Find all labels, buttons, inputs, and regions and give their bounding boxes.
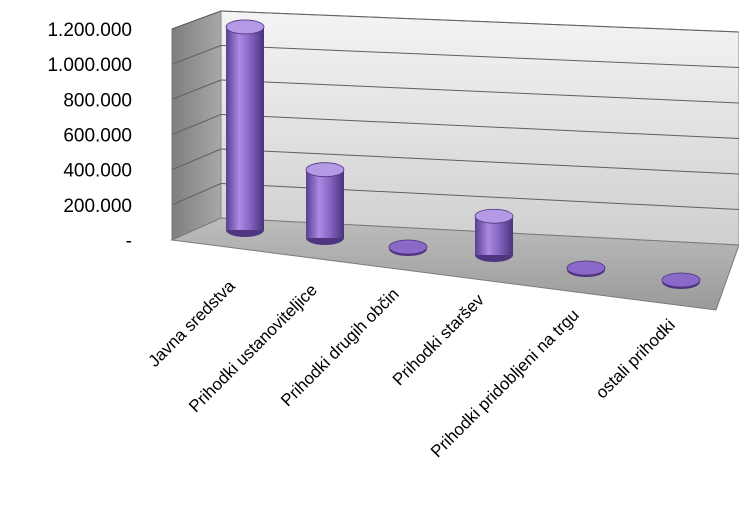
y-tick-label: 800.000 xyxy=(63,90,132,111)
y-tick-label: 600.000 xyxy=(63,126,132,147)
x-tick-label: ostali prihodki xyxy=(592,315,679,402)
gridline-side xyxy=(171,114,222,135)
bar-cylinder xyxy=(305,162,345,245)
gridline xyxy=(220,79,739,104)
y-axis-ticks: - 200.000 400.000 600.000 800.000 1.000.000 1.… xyxy=(47,20,132,252)
bar-cylinder xyxy=(225,19,265,237)
y-tick-label: - xyxy=(126,231,132,252)
y-tick-label: 400.000 xyxy=(63,161,132,182)
gridline xyxy=(220,148,739,175)
gridline-side xyxy=(171,10,222,30)
x-tick-label: Prihodki staršev xyxy=(389,290,488,389)
bar-cylinder xyxy=(388,239,428,256)
bar-cylinder xyxy=(474,208,514,262)
bars xyxy=(225,19,701,289)
x-tick-label: Javna sredstva xyxy=(145,276,240,371)
y-tick-label: 1.000.000 xyxy=(47,55,132,76)
gridline-side xyxy=(171,45,222,65)
gridline-side xyxy=(171,148,222,171)
back-wall xyxy=(220,10,739,246)
gridline xyxy=(220,114,739,139)
bar-cylinder xyxy=(661,272,701,289)
gridline-side xyxy=(171,79,222,100)
y-tick-label: 1.200.000 xyxy=(47,20,132,41)
bar-cylinder xyxy=(566,260,606,277)
gridline xyxy=(220,45,739,68)
gridline-side xyxy=(171,183,222,206)
gridline xyxy=(220,10,739,33)
side-wall xyxy=(171,10,222,241)
y-tick-label: 200.000 xyxy=(63,196,132,217)
